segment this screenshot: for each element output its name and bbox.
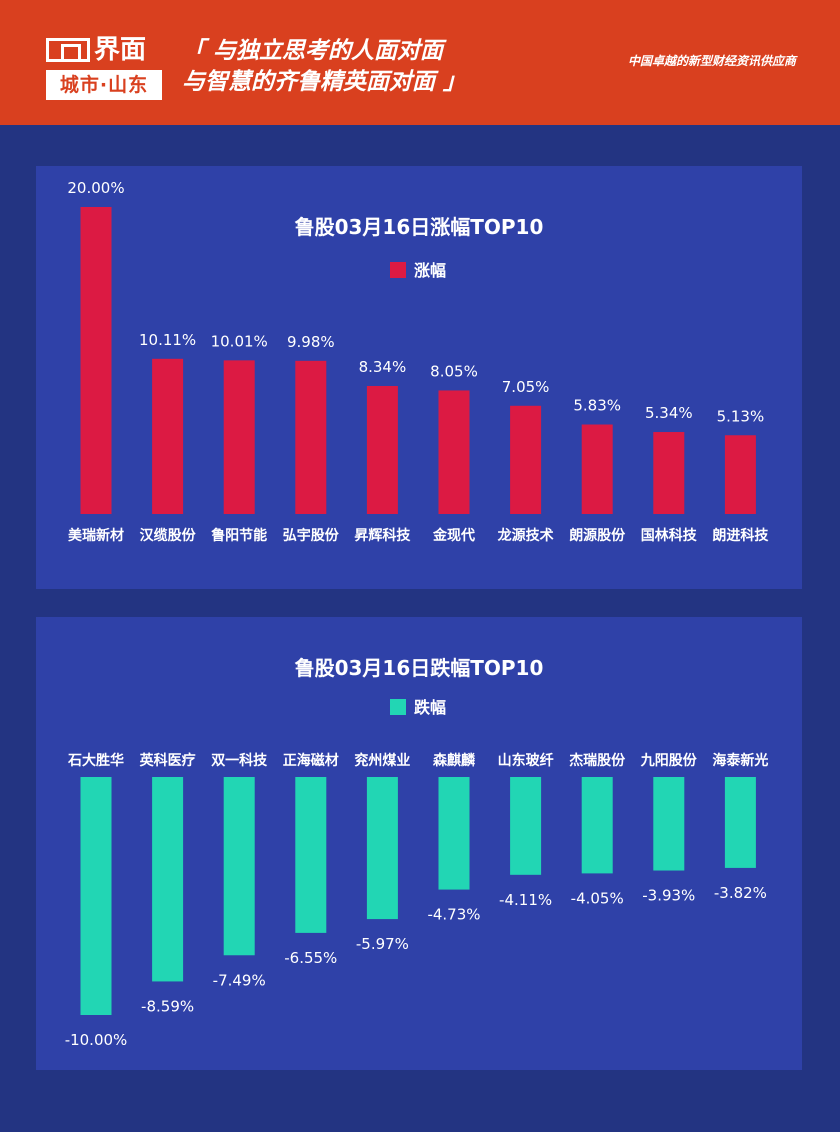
fall-category-label: 山东玻纤 xyxy=(498,752,554,769)
rise-category-label: 弘宇股份 xyxy=(283,527,340,544)
fall-bar-value-label: -3.93% xyxy=(642,887,695,905)
logo-sub-text: 城市·山东 xyxy=(46,70,162,100)
brand-logo: 界面 城市·山东 xyxy=(46,34,162,100)
rise-bar xyxy=(438,390,470,514)
logo-main-text: 界面 xyxy=(94,35,147,65)
fall-category-label: 森麒麟 xyxy=(433,752,476,769)
fall-bar xyxy=(295,777,327,933)
rise-bar xyxy=(152,358,184,514)
fall-bar-value-label: -5.97% xyxy=(356,935,409,953)
fall-bar xyxy=(366,777,398,920)
rise-bar-value-label: 8.34% xyxy=(359,358,407,376)
logo-mark-icon xyxy=(46,38,90,62)
fall-bar-value-label: -4.05% xyxy=(571,889,624,907)
rise-category-label: 美瑞新材 xyxy=(68,527,124,544)
fall-legend-label: 跌幅 xyxy=(414,698,446,717)
fall-bar xyxy=(653,777,685,871)
fall-category-label: 石大胜华 xyxy=(67,752,124,769)
rise-bar xyxy=(366,385,398,514)
fall-category-label: 兖州煤业 xyxy=(354,752,410,769)
fall-bar-value-label: -7.49% xyxy=(213,971,266,989)
fall-bar-value-label: -6.55% xyxy=(284,949,337,967)
fall-bar-value-label: -8.59% xyxy=(141,997,194,1015)
rise-bar-value-label: 7.05% xyxy=(502,378,550,396)
rise-bar xyxy=(295,360,327,514)
fall-category-label: 海泰新光 xyxy=(712,752,768,769)
rise-chart-title: 鲁股03月16日涨幅TOP10 xyxy=(295,215,544,239)
tagline: 中国卓越的新型财经资讯供应商 xyxy=(627,54,796,68)
rise-bar-value-label: 10.01% xyxy=(211,332,268,350)
rise-category-label: 龙源技术 xyxy=(497,527,554,544)
rise-legend-swatch xyxy=(390,262,406,278)
slogan: 「 与独立思考的人面对面 与智慧的齐鲁精英面对面 」 xyxy=(182,36,466,98)
rise-category-label: 昇辉科技 xyxy=(354,527,411,544)
rise-category-label: 国林科技 xyxy=(641,527,698,544)
fall-bar-value-label: -10.00% xyxy=(65,1031,128,1049)
rise-bar-value-label: 9.98% xyxy=(287,333,335,351)
fall-chart-panel: 鲁股03月16日跌幅TOP10 跌幅石大胜华 -10.00% 英科医疗 -8.59% 双一… xyxy=(36,617,802,1070)
rise-bar-value-label: 8.05% xyxy=(430,362,478,380)
fall-category-label: 正海磁材 xyxy=(283,752,339,769)
rise-category-label: 朗进科技 xyxy=(712,527,769,544)
rise-bar xyxy=(724,435,756,514)
slogan-line-1: 「 与独立思考的人面对面 xyxy=(182,38,444,64)
fall-category-label: 杰瑞股份 xyxy=(569,752,626,769)
fall-bar-value-label: -3.82% xyxy=(714,884,767,902)
fall-bar xyxy=(510,777,542,875)
slogan-line-2: 与智慧的齐鲁精英面对面 」 xyxy=(182,69,467,95)
fall-chart-title: 鲁股03月16日跌幅TOP10 xyxy=(295,656,544,680)
rise-category-label: 鲁阳节能 xyxy=(210,527,267,544)
rise-bar xyxy=(653,432,685,514)
rise-category-label: 金现代 xyxy=(432,527,475,544)
fall-category-label: 九阳股份 xyxy=(640,752,698,769)
fall-bar xyxy=(80,777,112,1015)
rise-bar-value-label: 20.00% xyxy=(67,179,124,197)
rise-chart-panel: 鲁股03月16日涨幅TOP10 涨幅 20.00% 美瑞新材 10.11% 汉缆股份 10.… xyxy=(36,166,802,589)
rise-bar-value-label: 5.83% xyxy=(573,397,621,415)
rise-bar xyxy=(80,207,112,514)
rise-bar-value-label: 5.13% xyxy=(717,407,765,425)
rise-bar xyxy=(223,360,255,514)
fall-bar xyxy=(152,777,184,982)
rise-bar-value-label: 10.11% xyxy=(139,331,196,349)
fall-category-label: 双一科技 xyxy=(211,752,268,769)
rise-bar-value-label: 5.34% xyxy=(645,404,693,422)
rise-chart: 鲁股03月16日涨幅TOP10 涨幅 20.00% 美瑞新材 10.11% 汉缆股份 10.… xyxy=(67,179,769,544)
fall-bar xyxy=(438,777,470,890)
fall-category-label: 英科医疗 xyxy=(139,752,196,769)
rise-category-label: 朗源股份 xyxy=(569,527,626,544)
fall-bar xyxy=(223,777,255,956)
rise-legend-label: 涨幅 xyxy=(414,261,446,280)
rise-category-label: 汉缆股份 xyxy=(140,527,197,544)
fall-bar xyxy=(724,777,756,868)
rise-bar xyxy=(510,405,542,514)
rise-bar xyxy=(581,424,613,514)
fall-bar-value-label: -4.11% xyxy=(499,891,552,909)
fall-bar xyxy=(581,777,613,874)
header-banner: 界面 城市·山东 「 与独立思考的人面对面 与智慧的齐鲁精英面对面 」 中国卓越… xyxy=(0,0,840,125)
fall-bar-value-label: -4.73% xyxy=(427,906,480,924)
fall-legend-swatch xyxy=(390,699,406,715)
